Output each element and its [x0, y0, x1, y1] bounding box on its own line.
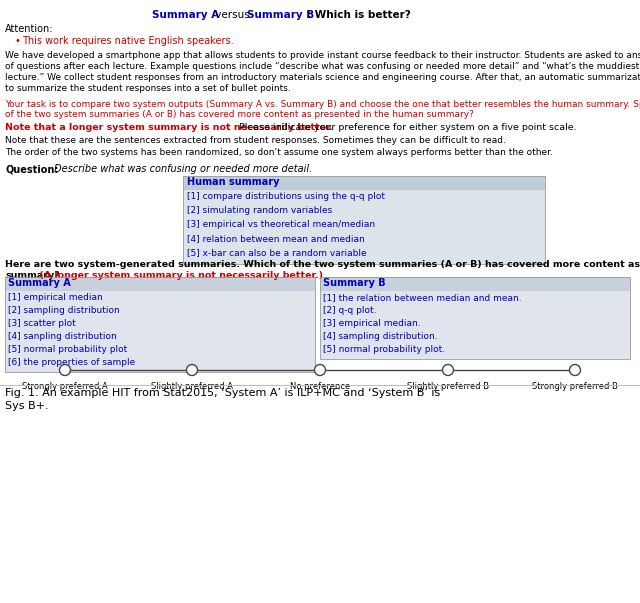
- Text: •: •: [14, 36, 20, 46]
- Circle shape: [570, 364, 580, 376]
- Text: [2] q-q plot.: [2] q-q plot.: [323, 306, 376, 315]
- Text: to summarize the student responses into a set of bullet points.: to summarize the student responses into …: [5, 84, 291, 93]
- Text: Strongly preferred B: Strongly preferred B: [532, 382, 618, 391]
- Bar: [320, 291, 630, 359]
- Circle shape: [186, 364, 198, 376]
- Text: [1] the relation between median and mean.: [1] the relation between median and mean…: [323, 293, 522, 302]
- Bar: [183, 176, 545, 264]
- Bar: [5, 277, 315, 291]
- Circle shape: [442, 364, 454, 376]
- Text: We have developed a smartphone app that allows students to provide instant cours: We have developed a smartphone app that …: [5, 51, 640, 60]
- Text: [4] sanpling distribution: [4] sanpling distribution: [8, 332, 116, 341]
- Text: This work requires native English speakers.: This work requires native English speake…: [22, 36, 234, 46]
- Text: [1] compare distributions using the q-q plot: [1] compare distributions using the q-q …: [187, 192, 385, 201]
- Text: Summary B: Summary B: [323, 278, 386, 288]
- Text: No preference: No preference: [290, 382, 350, 391]
- Text: [5] normal probability plot: [5] normal probability plot: [8, 345, 127, 354]
- Text: Fig. 1. An example HIT from Stat2015, ‘System A’ is ILP+MC and ‘System B’ is: Fig. 1. An example HIT from Stat2015, ‘S…: [5, 388, 440, 398]
- Text: versus: versus: [212, 10, 253, 20]
- Text: Strongly preferred A: Strongly preferred A: [22, 382, 108, 391]
- Text: Sys B+.: Sys B+.: [5, 401, 49, 411]
- Text: Describe what was confusing or needed more detail.: Describe what was confusing or needed mo…: [51, 164, 312, 174]
- Text: Note that a longer system summary is not necessarily better.: Note that a longer system summary is not…: [5, 123, 333, 132]
- Text: Summary A: Summary A: [152, 10, 220, 20]
- Text: : Which is better?: : Which is better?: [307, 10, 411, 20]
- Text: Summary B: Summary B: [247, 10, 314, 20]
- Text: (A longer system summary is not necessarily better.): (A longer system summary is not necessar…: [36, 271, 323, 280]
- Bar: [320, 277, 630, 291]
- Text: [3] empirical median.: [3] empirical median.: [323, 319, 420, 328]
- Text: of questions after each lecture. Example questions include “describe what was co: of questions after each lecture. Example…: [5, 62, 640, 71]
- Bar: [183, 190, 545, 264]
- Bar: [5, 291, 315, 372]
- Text: lecture.” We collect student responses from an introductory materials science an: lecture.” We collect student responses f…: [5, 73, 640, 82]
- Text: [1] empirical median: [1] empirical median: [8, 293, 103, 302]
- Text: Attention:: Attention:: [5, 24, 54, 34]
- Text: [4] relation between mean and median: [4] relation between mean and median: [187, 234, 365, 243]
- Text: [3] empirical vs theoretical mean/median: [3] empirical vs theoretical mean/median: [187, 220, 375, 229]
- Text: summary?: summary?: [5, 271, 60, 280]
- Text: Your task is to compare two system outputs (Summary A vs. Summary B) and choose : Your task is to compare two system outpu…: [5, 100, 640, 109]
- Text: Human summary: Human summary: [187, 177, 280, 187]
- Circle shape: [314, 364, 326, 376]
- Text: [2] sampling distribution: [2] sampling distribution: [8, 306, 120, 315]
- Text: Here are two system-generated summaries. Which of the two system summaries (A or: Here are two system-generated summaries.…: [5, 260, 640, 269]
- Text: The order of the two systems has been randomized, so don’t assume one system alw: The order of the two systems has been ra…: [5, 148, 553, 157]
- Text: [6] the properties of sample: [6] the properties of sample: [8, 358, 135, 367]
- Text: Please indicate your preference for either system on a five point scale.: Please indicate your preference for eith…: [236, 123, 577, 132]
- Text: Note that these are the sentences extracted from student responses. Sometimes th: Note that these are the sentences extrac…: [5, 136, 506, 145]
- Text: of the two system summaries (A or B) has covered more content as presented in th: of the two system summaries (A or B) has…: [5, 110, 474, 119]
- Bar: [183, 176, 545, 190]
- Text: Question:: Question:: [5, 164, 58, 174]
- Text: [5] x-bar can also be a random variable: [5] x-bar can also be a random variable: [187, 248, 367, 257]
- Circle shape: [60, 364, 70, 376]
- Bar: [320, 277, 630, 359]
- Bar: [5, 277, 315, 372]
- Text: [3] scatter plot: [3] scatter plot: [8, 319, 76, 328]
- Text: Slightly preferred B: Slightly preferred B: [407, 382, 489, 391]
- Text: Summary A: Summary A: [8, 278, 71, 288]
- Text: [5] normal probability plot.: [5] normal probability plot.: [323, 345, 445, 354]
- Text: Slightly preferred A: Slightly preferred A: [151, 382, 233, 391]
- Text: [2] simulating random variables: [2] simulating random variables: [187, 206, 332, 215]
- Text: [4] sampling distribution.: [4] sampling distribution.: [323, 332, 438, 341]
